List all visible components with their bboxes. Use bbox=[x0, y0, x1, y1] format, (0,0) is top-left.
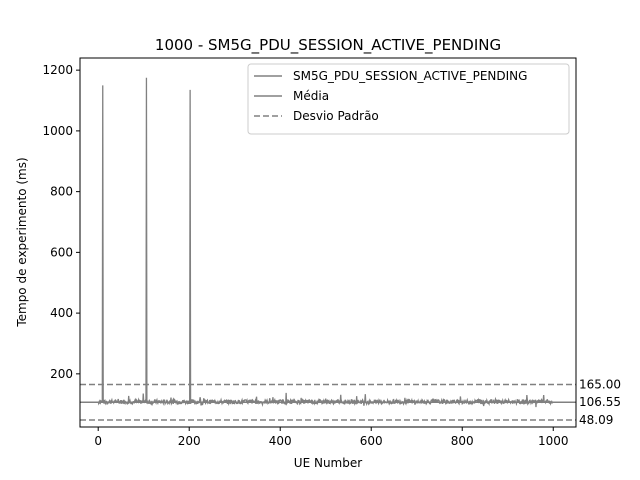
legend: SM5G_PDU_SESSION_ACTIVE_PENDING Média Desv… bbox=[247, 63, 570, 135]
y-axis-label: Tempo de experimento (ms) bbox=[15, 157, 29, 327]
hline-value-label: 165.00 bbox=[579, 377, 621, 391]
plot-area bbox=[79, 57, 577, 428]
x-tick-label: 400 bbox=[269, 434, 292, 448]
y-tick-label: 200 bbox=[50, 367, 73, 381]
series-line bbox=[97, 77, 554, 408]
legend-label: Média bbox=[293, 89, 329, 103]
x-tick-label: 1000 bbox=[538, 434, 569, 448]
chart-title: 1000 - SM5G_PDU_SESSION_ACTIVE_PENDING bbox=[155, 36, 501, 55]
hline-labels: 106.55 165.00 48.09 bbox=[579, 377, 621, 427]
x-axis-label: UE Number bbox=[294, 456, 362, 470]
x-axis: 0 200 400 600 800 1000 bbox=[94, 427, 569, 448]
legend-box bbox=[247, 63, 570, 135]
legend-label: SM5G_PDU_SESSION_ACTIVE_PENDING bbox=[293, 69, 527, 83]
x-tick-label: 0 bbox=[94, 434, 102, 448]
x-tick-label: 200 bbox=[178, 434, 201, 448]
y-tick-label: 1200 bbox=[42, 63, 73, 77]
y-tick-label: 400 bbox=[50, 306, 73, 320]
legend-label: Desvio Padrão bbox=[293, 109, 379, 123]
axes-frame bbox=[79, 57, 577, 428]
y-tick-label: 600 bbox=[50, 245, 73, 259]
x-tick-label: 600 bbox=[360, 434, 383, 448]
hline-value-label: 106.55 bbox=[579, 395, 621, 409]
y-tick-label: 800 bbox=[50, 185, 73, 199]
y-tick-label: 1000 bbox=[42, 124, 73, 138]
y-axis: 200 400 600 800 1000 1200 bbox=[42, 63, 80, 381]
x-tick-label: 800 bbox=[451, 434, 474, 448]
hline-value-label: 48.09 bbox=[579, 413, 613, 427]
